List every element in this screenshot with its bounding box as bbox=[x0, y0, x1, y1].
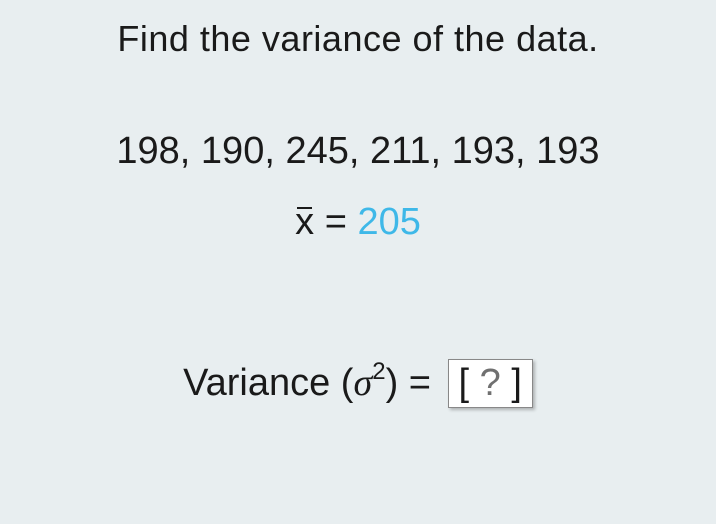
data-values: 198, 190, 245, 211, 193, 193 bbox=[0, 130, 716, 173]
equals-sign: = bbox=[314, 201, 357, 243]
variance-equation: Variance (σ2) = [ ? ] bbox=[0, 359, 716, 408]
close-paren: ) bbox=[386, 362, 399, 404]
bracket-right: ] bbox=[511, 362, 522, 404]
mean-equation: x = 205 bbox=[0, 201, 716, 244]
answer-input-box[interactable]: [ ? ] bbox=[448, 359, 533, 408]
open-paren: ( bbox=[341, 362, 354, 404]
variance-label: Variance bbox=[183, 362, 341, 404]
exponent: 2 bbox=[372, 358, 385, 385]
x-bar-symbol: x bbox=[295, 201, 314, 244]
bracket-left: [ bbox=[459, 362, 470, 404]
mean-value: 205 bbox=[357, 201, 420, 243]
problem-title: Find the variance of the data. bbox=[0, 0, 716, 60]
sigma-symbol: σ bbox=[353, 362, 372, 404]
answer-placeholder: ? bbox=[469, 362, 511, 404]
equals-sign-2: = bbox=[398, 362, 441, 404]
